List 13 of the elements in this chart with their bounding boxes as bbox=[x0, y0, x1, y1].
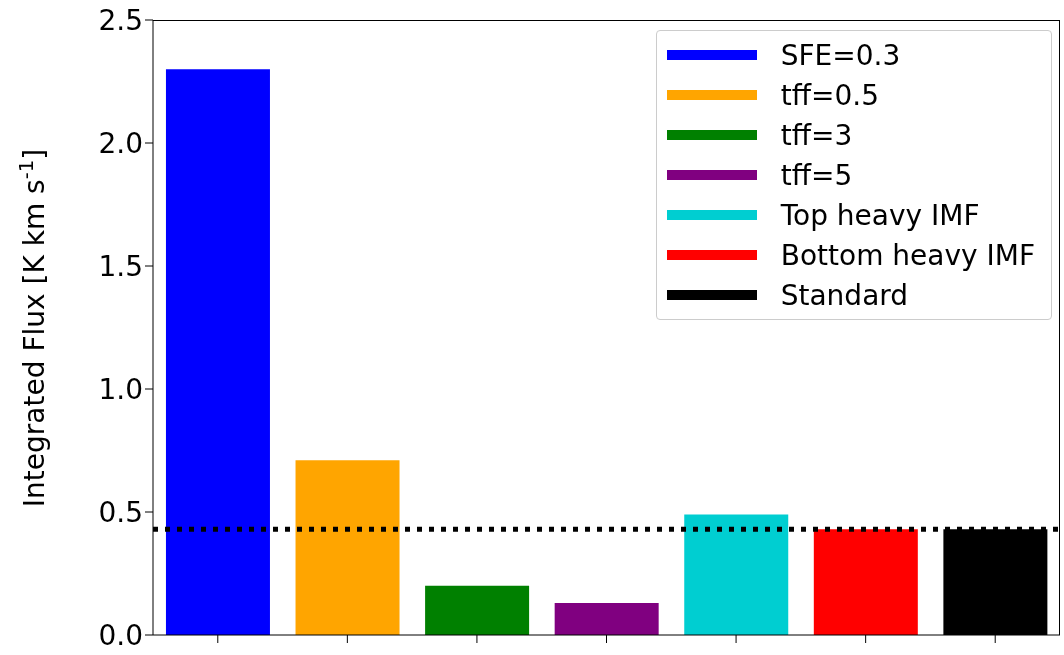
y-tick-label: 2.5 bbox=[98, 3, 143, 37]
legend-label: Top heavy IMF bbox=[780, 198, 980, 232]
y-tick-label: 1.5 bbox=[98, 249, 143, 283]
y-tick-label: 0.0 bbox=[98, 618, 143, 652]
legend-label: tff=5 bbox=[780, 158, 853, 192]
legend-label: Bottom heavy IMF bbox=[780, 238, 1035, 272]
y-tick-label: 0.5 bbox=[98, 495, 143, 529]
y-tick-label: 2.0 bbox=[98, 126, 143, 160]
y-tick-label: 1.0 bbox=[98, 372, 143, 406]
legend-label: Standard bbox=[780, 278, 909, 312]
legend-label: tff=3 bbox=[780, 118, 853, 152]
legend-label: SFE=0.3 bbox=[780, 38, 901, 72]
legend-label: tff=0.5 bbox=[780, 78, 879, 112]
